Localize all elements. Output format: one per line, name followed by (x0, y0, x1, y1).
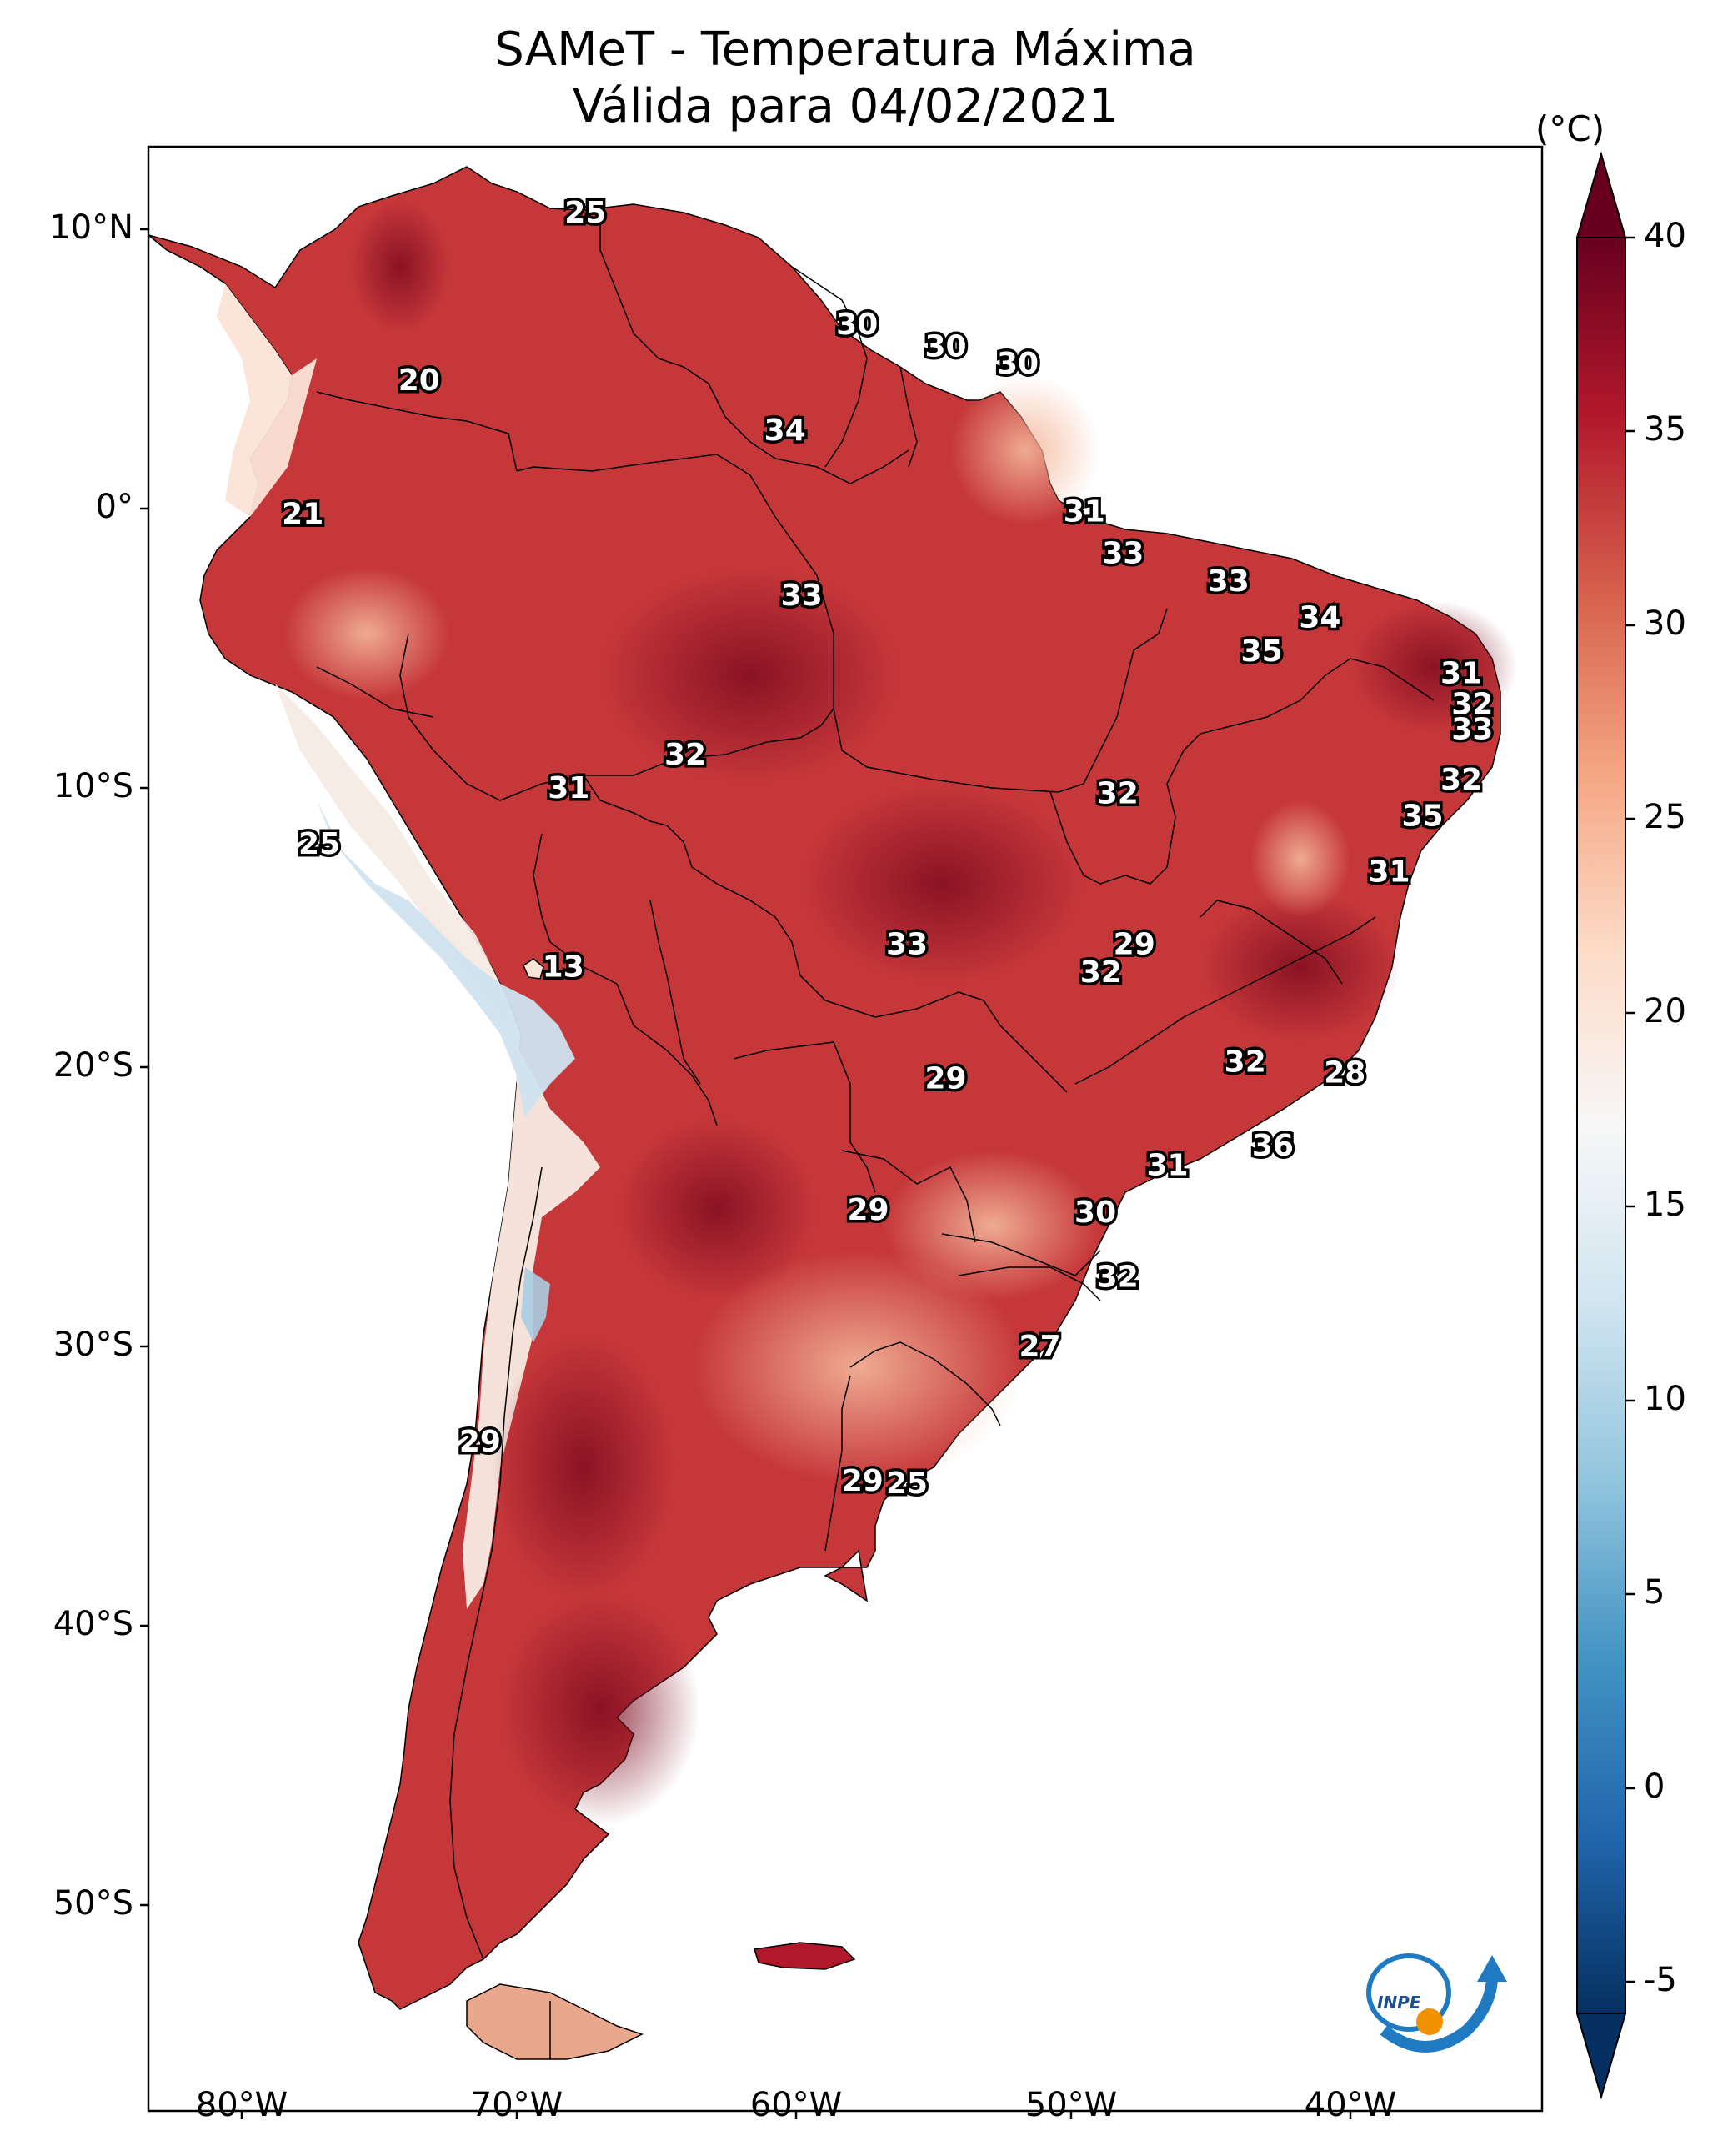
temperature-value-label: 32 (1225, 1045, 1266, 1079)
temperature-value-label: 33 (1451, 713, 1493, 747)
altiplano-cold-region (317, 800, 575, 1117)
colorbar-tick-20: 20 (1644, 992, 1686, 1030)
country-borders (316, 208, 1435, 2059)
temperature-value-label: 29 (1114, 928, 1155, 962)
lat-label-10n: 10°N (49, 208, 133, 247)
map-frame (147, 145, 1544, 2113)
colorbar-tick-10: 10 (1644, 1380, 1686, 1418)
colorbar-tick-40: 40 (1644, 217, 1686, 255)
lat-label-40s: 40°S (53, 1605, 133, 1643)
falkland-islands (754, 1942, 856, 1970)
temperature-value-label: 35 (1401, 800, 1443, 834)
lat-label-0: 0° (95, 488, 133, 526)
temperature-value-label: 32 (1097, 1260, 1139, 1294)
colorbar-tick-0: 0 (1644, 1767, 1665, 1806)
colorbar-tick-15: 15 (1644, 1186, 1686, 1224)
temperature-value-label: 32 (1097, 777, 1139, 811)
map-subtitle: Válida para 04/02/2021 (572, 79, 1119, 133)
temperature-value-label: 13 (543, 950, 584, 984)
lat-label-30s: 30°S (53, 1326, 133, 1364)
temperature-field (148, 166, 1517, 2060)
colorbar-tick-35: 35 (1644, 410, 1686, 449)
temperature-value-label: 34 (1299, 601, 1340, 635)
lat-label-10s: 10°S (53, 767, 133, 805)
temperature-value-label: 31 (1146, 1148, 1188, 1182)
temperature-value-label: 28 (1324, 1056, 1365, 1091)
colorbar-tick-minus5: -5 (1644, 1961, 1677, 1999)
andes-snow-patch (521, 1267, 550, 1342)
temperature-value-label: 29 (924, 1061, 966, 1096)
temperature-value-label: 32 (1451, 688, 1493, 722)
temperature-value-label: 25 (886, 1467, 928, 1501)
temperature-value-label: 33 (781, 579, 823, 613)
temperature-value-label: 29 (847, 1193, 889, 1227)
colorbar-gradient (1576, 237, 1626, 2014)
temperature-value-label: 25 (298, 827, 340, 861)
axis-ticks (140, 228, 1352, 2119)
temperature-value-label: 31 (548, 771, 589, 805)
temperature-value-label: 32 (1440, 763, 1482, 797)
temperature-value-label: 36 (1252, 1129, 1294, 1163)
temperature-value-label: 30 (836, 308, 878, 342)
temperature-value-label: 33 (1102, 537, 1144, 571)
colorbar-tick-5: 5 (1644, 1573, 1665, 1612)
temperature-value-label: 25 (564, 196, 606, 230)
temperature-value-label: 30 (924, 330, 966, 364)
lat-label-20s: 20°S (53, 1046, 133, 1085)
temperature-value-label: 27 (1019, 1330, 1061, 1364)
temperature-value-label: 30 (997, 347, 1039, 381)
colorbar-unit: (°C) (1535, 108, 1605, 149)
lon-label-60w: 60°W (749, 2086, 843, 2124)
temperature-value-label: 31 (1440, 657, 1482, 691)
colorbar-tick-25: 25 (1644, 798, 1686, 836)
temperature-value-label: 34 (764, 414, 806, 448)
temperature-value-label: 31 (1368, 855, 1410, 890)
lake-titicaca (523, 958, 544, 980)
temperature-value-label: 32 (664, 738, 706, 772)
temperature-value-label: 32 (1080, 955, 1122, 990)
temperature-value-label: 29 (842, 1464, 884, 1498)
lon-label-70w: 70°W (470, 2086, 563, 2124)
colorbar-tick-30: 30 (1644, 604, 1686, 643)
temperature-value-label: 29 (459, 1425, 501, 1459)
inpe-logo: INPE (1366, 1953, 1507, 2053)
lon-label-80w: 80°W (195, 2086, 288, 2124)
colorbar-max-extend (1575, 151, 1627, 238)
andes-cool-region (217, 283, 317, 517)
temperature-value-label: 35 (1241, 634, 1283, 669)
south-america-landmass (148, 166, 1501, 2010)
temperature-value-label: 31 (1064, 494, 1105, 529)
temperature-value-label: 33 (886, 928, 928, 962)
temperature-value-label: 20 (398, 364, 440, 398)
temperature-value-label: 21 (282, 498, 323, 532)
colorbar (1575, 151, 1635, 2100)
tierra-del-fuego (466, 1983, 644, 2060)
colorbar-min-extend (1575, 2013, 1627, 2100)
temperature-value-label: 30 (1074, 1196, 1116, 1230)
map-title: SAMeT - Temperatura Máxima (494, 23, 1196, 77)
lon-label-50w: 50°W (1024, 2086, 1118, 2124)
lat-label-50s: 50°S (53, 1884, 133, 1923)
inpe-logo-text: INPE (1377, 1993, 1421, 2013)
temperature-value-label: 33 (1208, 564, 1250, 599)
lon-label-40w: 40°W (1304, 2086, 1397, 2124)
